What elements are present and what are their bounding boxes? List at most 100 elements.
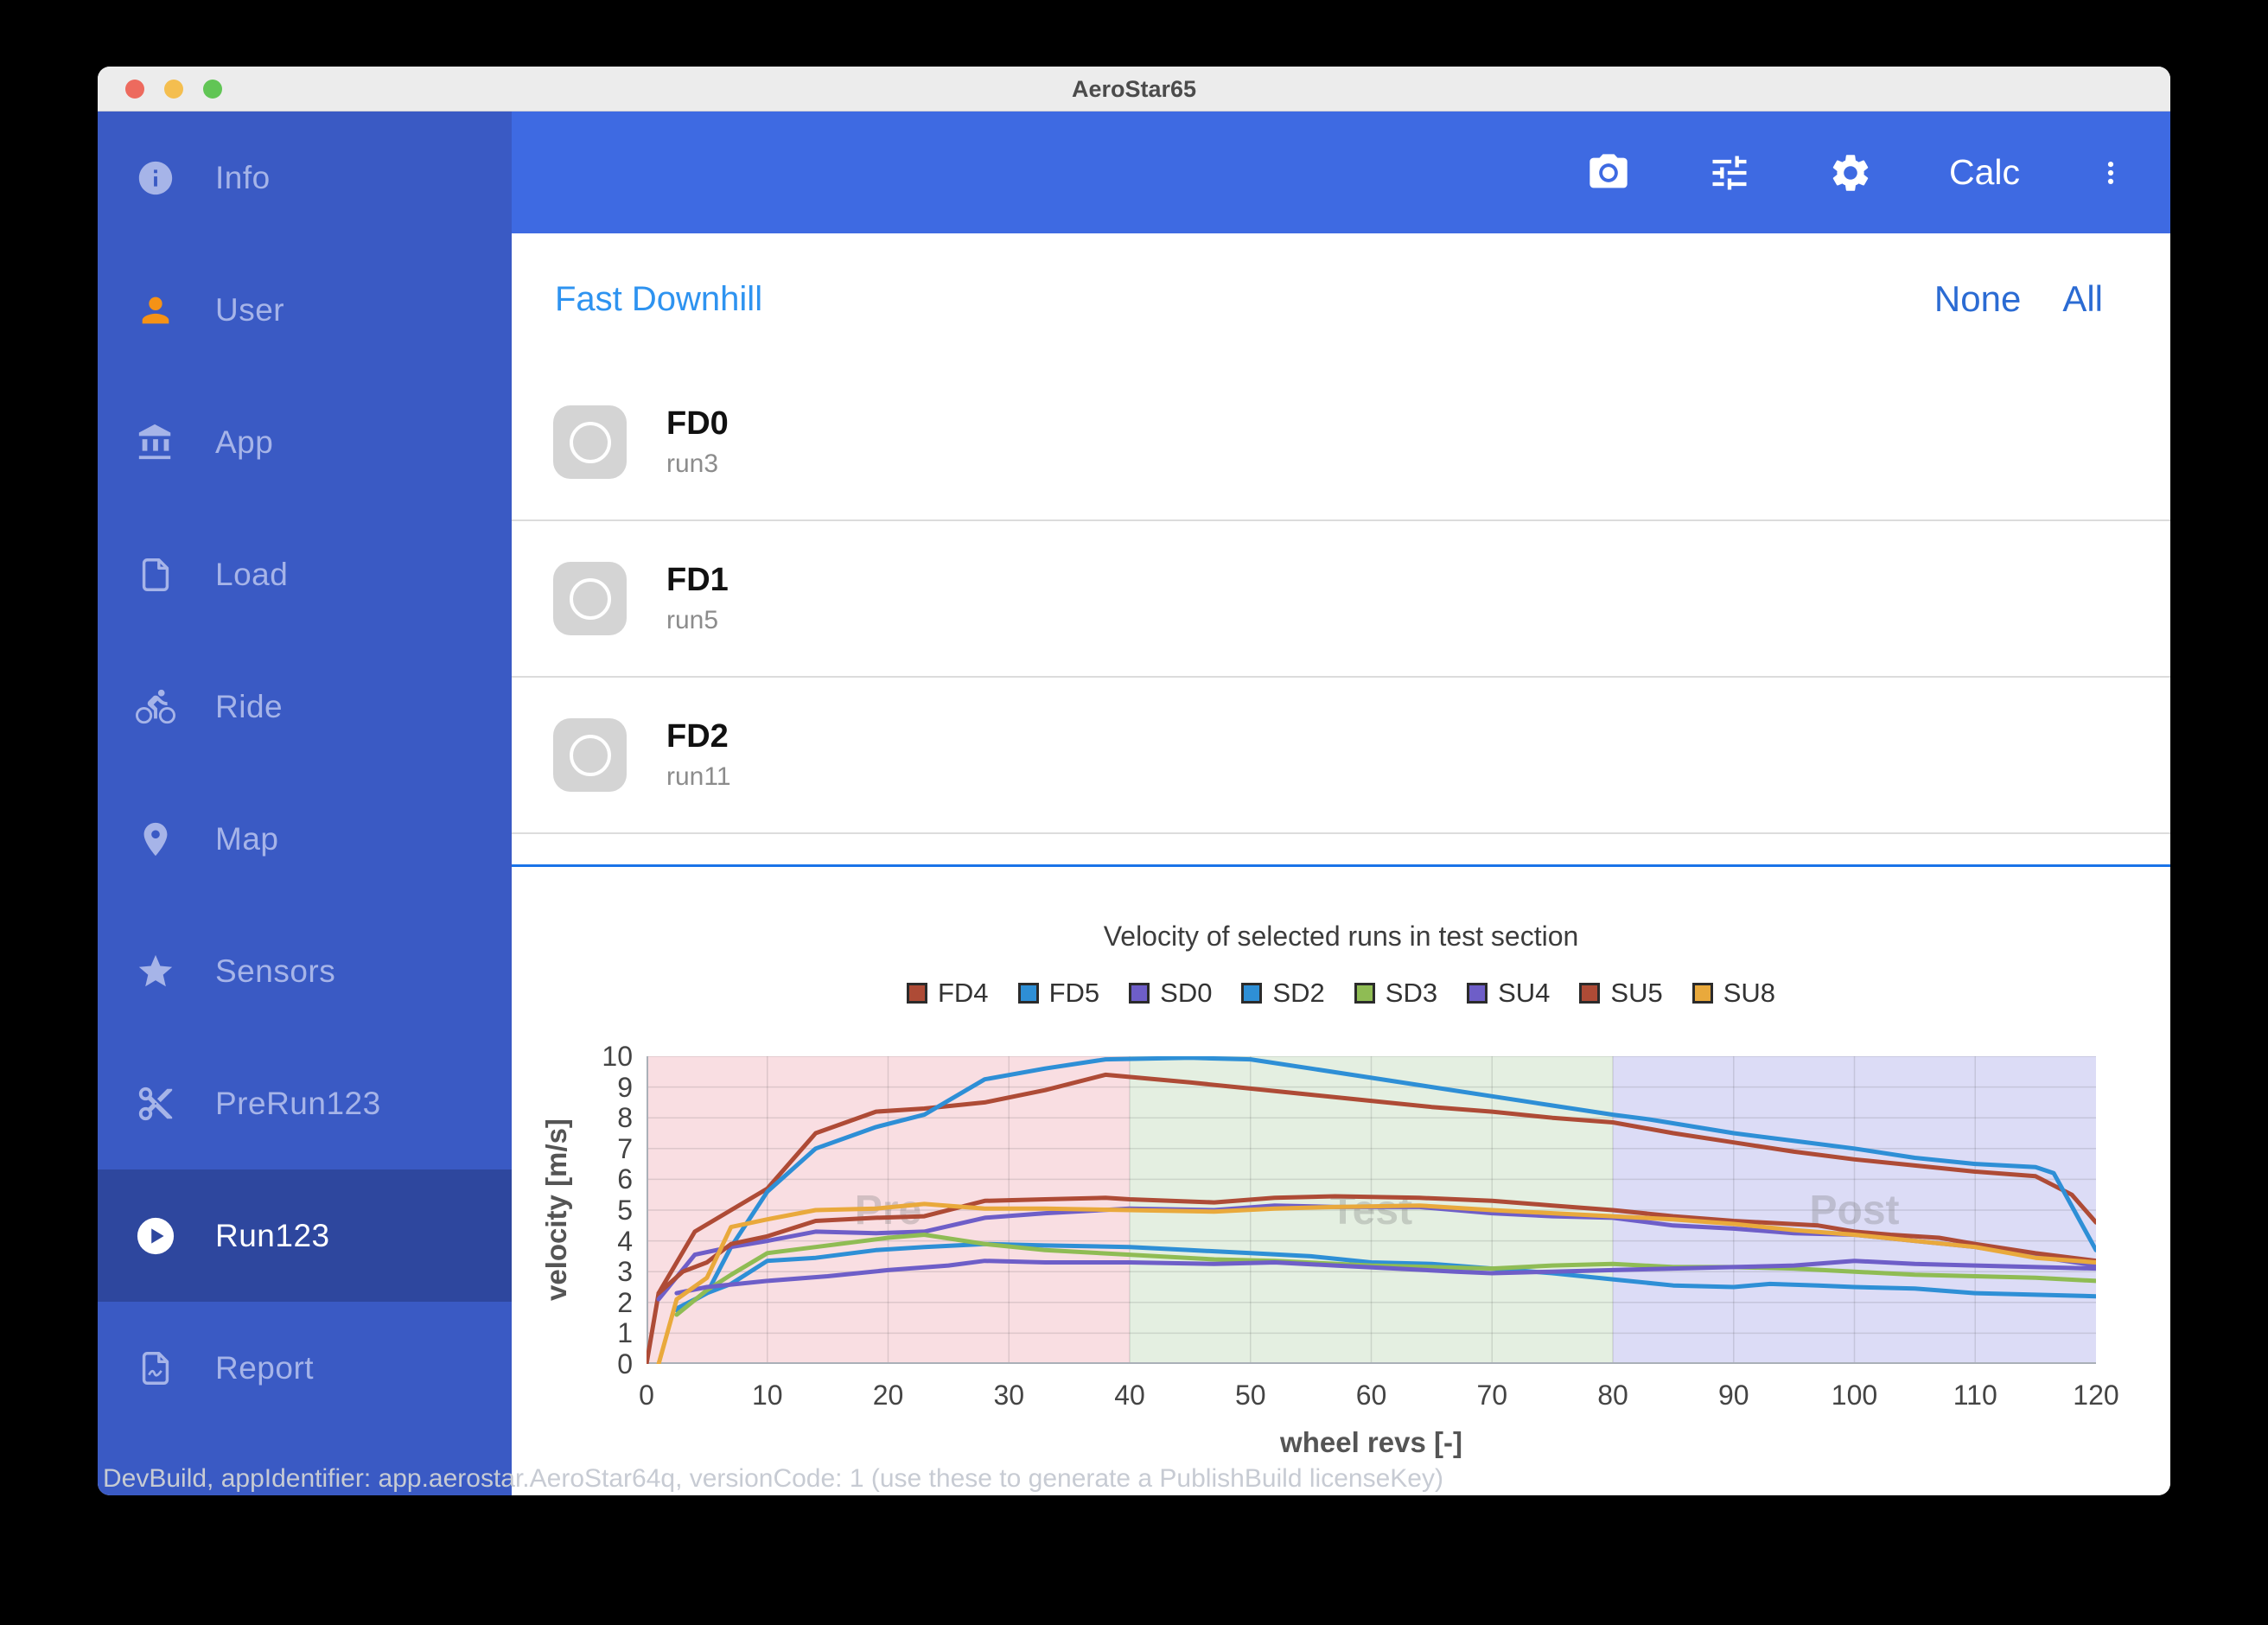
person-icon <box>142 296 169 323</box>
series-line-fd4 <box>647 1072 2096 1364</box>
more-vert-icon[interactable] <box>2096 150 2125 195</box>
run-row-fd0[interactable]: FD0 run3 <box>512 365 2170 521</box>
legend-label: SU8 <box>1723 978 1776 1008</box>
run-subtitle: run3 <box>666 449 719 478</box>
run-subtitle: run11 <box>666 762 731 791</box>
x-tick-label: 30 <box>993 1380 1025 1411</box>
x-tick-label: 70 <box>1476 1380 1508 1411</box>
select-none-button[interactable]: None <box>1934 278 2022 319</box>
y-tick-label: 6 <box>617 1163 633 1195</box>
sidebar: Info User App Load Ride Map Sensors <box>98 112 512 1495</box>
series-line-su5 <box>656 1194 2096 1296</box>
settings-gear-icon[interactable] <box>1828 150 1873 195</box>
sidebar-item-prerun123[interactable]: PreRun123 <box>98 1037 512 1169</box>
pane-divider <box>512 864 2170 867</box>
close-window-button[interactable] <box>125 80 144 99</box>
run-row-fd2[interactable]: FD2 run11 <box>512 678 2170 834</box>
legend-label: FD4 <box>937 978 989 1008</box>
x-tick-label: 50 <box>1234 1380 1266 1411</box>
legend-label: SU4 <box>1498 978 1551 1008</box>
sidebar-item-label: App <box>215 424 274 460</box>
y-tick-label: 10 <box>602 1041 633 1072</box>
chart-canvas: Pre Test Post <box>647 1056 2096 1364</box>
legend-item-sd0[interactable]: SD0 <box>1129 978 1212 1009</box>
select-all-button[interactable]: All <box>2062 278 2103 319</box>
sidebar-item-label: Map <box>215 820 279 857</box>
tune-sliders-icon[interactable] <box>1707 150 1752 195</box>
legend-label: FD5 <box>1048 978 1100 1008</box>
sidebar-item-label: User <box>215 291 285 328</box>
sidebar-item-label: Sensors <box>215 953 336 989</box>
section-title-link[interactable]: Fast Downhill <box>555 279 763 318</box>
app-window: AeroStar65 Info User App Load Ride Map <box>98 67 2170 1495</box>
legend-item-su8[interactable]: SU8 <box>1691 978 1776 1009</box>
run-title: FD2 <box>666 718 729 755</box>
legend-swatch <box>1017 983 1039 1004</box>
run-checkbox[interactable] <box>553 718 627 792</box>
sidebar-item-label: Run123 <box>215 1217 330 1253</box>
sidebar-item-app[interactable]: App <box>98 376 512 508</box>
x-tick-label: 110 <box>1953 1380 1997 1411</box>
series-line-sd2 <box>674 1241 2096 1311</box>
x-tick-label: 20 <box>872 1380 904 1411</box>
sidebar-item-ride[interactable]: Ride <box>98 640 512 773</box>
run-checkbox[interactable] <box>553 405 627 479</box>
run-subtitle: run5 <box>666 606 719 634</box>
legend-item-sd2[interactable]: SD2 <box>1241 978 1325 1009</box>
x-tick-label: 90 <box>1717 1380 1749 1411</box>
scissors-icon <box>138 1087 173 1120</box>
x-tick-label: 40 <box>1114 1380 1145 1411</box>
legend-swatch <box>1354 983 1375 1004</box>
legend-label: SD3 <box>1385 978 1438 1008</box>
camera-icon[interactable] <box>1586 150 1631 195</box>
sidebar-item-report[interactable]: Report <box>98 1302 512 1434</box>
legend-item-fd5[interactable]: FD5 <box>1017 978 1100 1009</box>
y-tick-label: 2 <box>617 1286 633 1318</box>
legend-swatch <box>1467 983 1488 1004</box>
chart-title: Velocity of selected runs in test sectio… <box>1103 921 1579 952</box>
run-title: FD1 <box>666 562 729 598</box>
region-post <box>1613 1056 2096 1364</box>
sidebar-item-map[interactable]: Map <box>98 773 512 905</box>
y-tick-label: 5 <box>617 1195 633 1226</box>
y-tick-label: 4 <box>617 1225 633 1257</box>
legend-item-su4[interactable]: SU4 <box>1467 978 1550 1009</box>
sidebar-item-user[interactable]: User <box>98 244 512 376</box>
run-row-fd1[interactable]: FD1 run5 <box>512 521 2170 678</box>
run-title: FD0 <box>666 405 729 442</box>
y-tick-label: 8 <box>617 1102 633 1134</box>
series-line-fd5 <box>674 1056 2096 1313</box>
minimize-window-button[interactable] <box>164 80 183 99</box>
series-line-su4 <box>674 1259 2096 1296</box>
legend-item-su5[interactable]: SU5 <box>1579 978 1663 1009</box>
section-header: Fast Downhill None All <box>512 233 2170 365</box>
legend-label: SU5 <box>1610 978 1663 1008</box>
sidebar-item-label: Info <box>215 159 271 195</box>
legend-item-fd4[interactable]: FD4 <box>906 978 989 1009</box>
play-circle-icon <box>137 1217 175 1254</box>
y-tick-label: 7 <box>617 1132 633 1164</box>
sidebar-item-label: Ride <box>215 688 284 724</box>
x-tick-label: 80 <box>1597 1380 1628 1411</box>
legend-label: SD2 <box>1272 978 1325 1008</box>
sidebar-item-load[interactable]: Load <box>98 508 512 640</box>
x-tick-label: 0 <box>639 1380 654 1411</box>
x-axis-tick-labels: 0 10 20 30 40 50 60 70 80 90 100 110 120 <box>639 1380 2119 1414</box>
sidebar-item-label: Report <box>215 1349 315 1386</box>
x-tick-label: 120 <box>2073 1380 2119 1411</box>
y-tick-label: 1 <box>617 1317 633 1349</box>
info-icon <box>138 161 173 194</box>
file-icon <box>142 558 169 591</box>
sidebar-item-info[interactable]: Info <box>98 112 512 244</box>
zoom-window-button[interactable] <box>203 80 222 99</box>
sidebar-item-label: Load <box>215 556 289 592</box>
chart-plot-area: Pre Test Post <box>647 1056 2096 1364</box>
x-axis-title: wheel revs [-] <box>1280 1426 1462 1458</box>
sidebar-item-sensors[interactable]: Sensors <box>98 905 512 1037</box>
main-panel: Calc Fast Downhill None All FD0 run3 <box>512 112 2170 1495</box>
calc-button[interactable]: Calc <box>1948 152 2020 192</box>
legend-item-sd3[interactable]: SD3 <box>1354 978 1437 1009</box>
titlebar: AeroStar65 <box>98 67 2170 112</box>
sidebar-item-run123[interactable]: Run123 <box>98 1169 512 1302</box>
run-checkbox[interactable] <box>553 562 627 635</box>
